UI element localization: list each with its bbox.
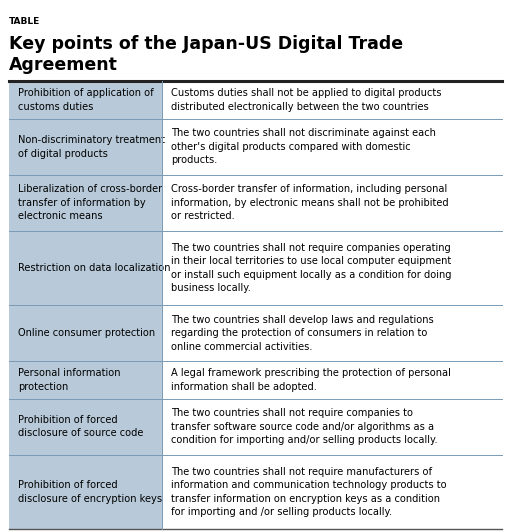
Bar [162,231,501,305]
Text: The two countries shall not discriminate against each
other's digital products c: The two countries shall not discriminate… [171,128,435,165]
Text: Prohibition of forced
disclosure of source code: Prohibition of forced disclosure of sour… [18,415,144,438]
Text: Liberalization of cross-border
transfer of information by
electronic means: Liberalization of cross-border transfer … [18,184,162,221]
Text: Key points of the Japan-US Digital Trade
Agreement: Key points of the Japan-US Digital Trade… [9,35,403,74]
Text: The two countries shall not require companies operating
in their local territori: The two countries shall not require comp… [171,243,451,294]
Bar [9,305,162,361]
Bar [162,119,501,174]
Text: The two countries shall not require companies to
transfer software source code a: The two countries shall not require comp… [171,408,437,445]
Bar [9,81,162,119]
Bar [9,174,162,231]
Bar [9,231,162,305]
Text: The two countries shall develop laws and regulations
regarding the protection of: The two countries shall develop laws and… [171,315,433,352]
Bar [162,174,501,231]
Bar [162,81,501,119]
Bar [162,361,501,398]
Text: Non-discriminatory treatment
of digital products: Non-discriminatory treatment of digital … [18,135,165,159]
Text: Prohibition of forced
disclosure of encryption keys: Prohibition of forced disclosure of encr… [18,480,162,504]
Text: Customs duties shall not be applied to digital products
distributed electronical: Customs duties shall not be applied to d… [171,88,441,112]
Bar [162,305,501,361]
Text: Personal information
protection: Personal information protection [18,368,121,392]
Bar [162,398,501,455]
Text: Online consumer protection: Online consumer protection [18,328,155,338]
Text: Cross-border transfer of information, including personal
information, by electro: Cross-border transfer of information, in… [171,184,448,221]
Bar [9,361,162,398]
Bar [9,398,162,455]
Text: Restriction on data localization: Restriction on data localization [18,263,171,273]
Bar [162,455,501,529]
Text: TABLE: TABLE [9,17,40,26]
Bar [9,455,162,529]
Bar [9,119,162,174]
Text: A legal framework prescribing the protection of personal
information shall be ad: A legal framework prescribing the protec… [171,368,450,392]
Text: The two countries shall not require manufacturers of
information and communicati: The two countries shall not require manu… [171,467,446,518]
Text: Prohibition of application of
customs duties: Prohibition of application of customs du… [18,88,154,112]
